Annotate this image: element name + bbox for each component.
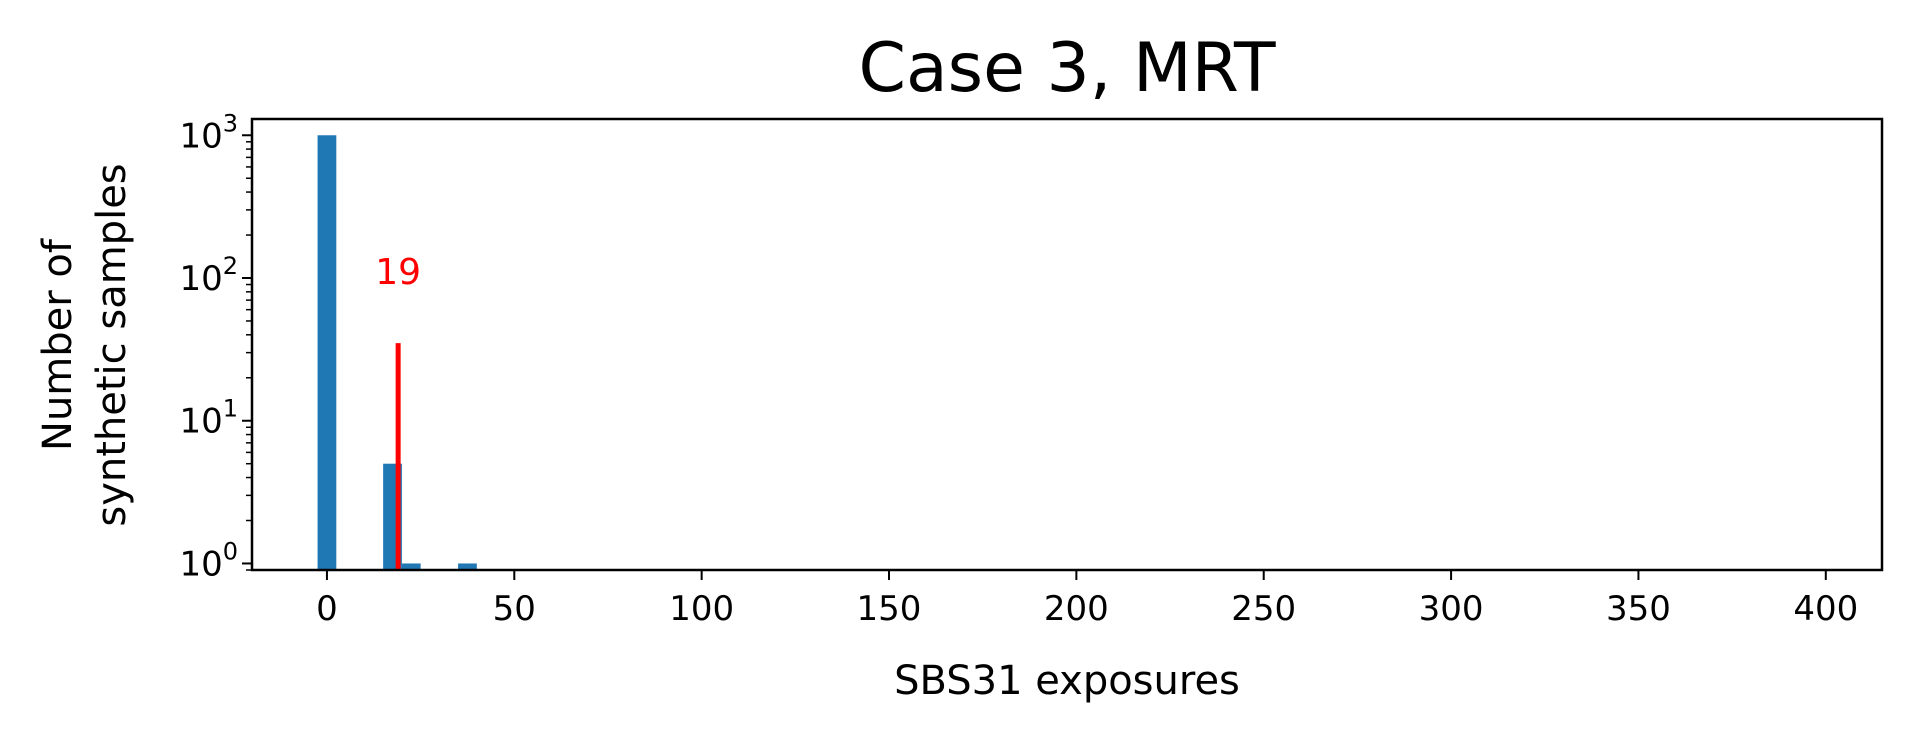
x-tick-label-150: 150 <box>857 589 922 629</box>
y-axis-label-line-2: synthetic samples <box>89 163 135 526</box>
chart-title: Case 3, MRT <box>858 29 1275 108</box>
y-axis-ticks: 100 101 102 103 <box>179 109 252 584</box>
x-tick-label-0: 0 <box>316 589 338 629</box>
y-tick-label-2: 102 <box>179 252 238 299</box>
marker-group: 19 <box>375 252 421 570</box>
bar-3 <box>458 563 477 570</box>
bar-2 <box>401 563 421 570</box>
x-tick-label-200: 200 <box>1044 589 1109 629</box>
y-axis-label: Number of synthetic samples <box>35 163 135 526</box>
y-axis-label-line-1: Number of <box>35 238 81 451</box>
y-tick-label-1: 101 <box>179 395 238 442</box>
marker-label: 19 <box>375 252 421 293</box>
x-tick-label-300: 300 <box>1419 589 1484 629</box>
x-axis-label: SBS31 exposures <box>894 658 1240 704</box>
x-tick-label-100: 100 <box>669 589 734 629</box>
x-tick-label-350: 350 <box>1606 589 1671 629</box>
y-tick-label-3: 103 <box>179 109 238 156</box>
x-tick-label-250: 250 <box>1231 589 1296 629</box>
x-tick-label-400: 400 <box>1793 589 1858 629</box>
plot-frame <box>250 117 1884 572</box>
y-tick-label-0: 100 <box>179 537 238 584</box>
x-tick-label-50: 50 <box>493 589 536 629</box>
x-axis-ticks: 0 50 100 150 200 250 300 350 400 <box>316 570 1858 629</box>
bar-0 <box>317 135 337 570</box>
